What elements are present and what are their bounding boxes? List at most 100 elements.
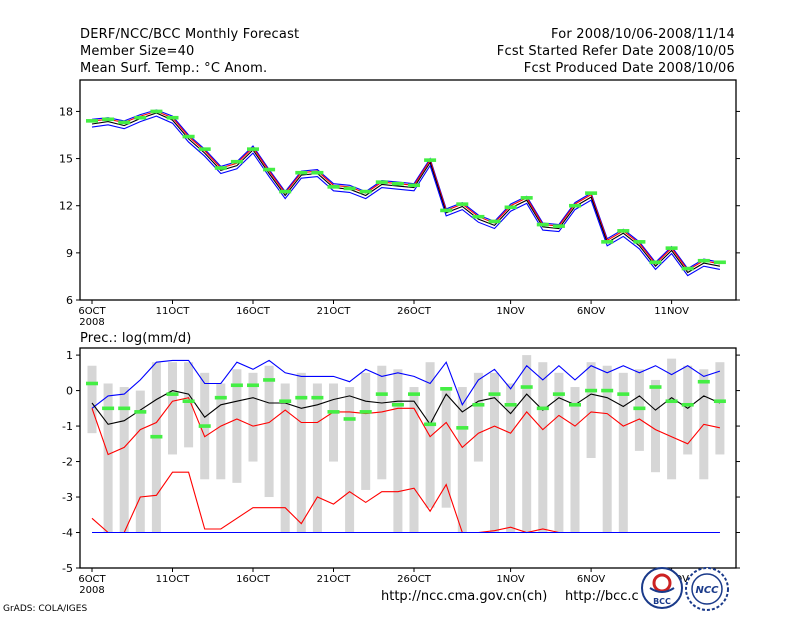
spread-bar	[715, 362, 725, 455]
y-tick-label: -2	[62, 456, 73, 469]
bcc-logo-icon: BCC	[641, 567, 683, 609]
spread-bar	[119, 387, 129, 533]
observed-marker	[456, 426, 469, 430]
x-tick-label: 6OCT	[78, 306, 106, 317]
spread-bar	[87, 365, 97, 434]
x-tick-label: 26OCT	[397, 306, 432, 317]
spread-bar	[151, 362, 161, 533]
observed-marker	[279, 399, 292, 404]
spread-bar	[425, 362, 435, 508]
y-tick-label: 9	[66, 247, 73, 260]
x-tick-label: 11OCT	[156, 306, 191, 317]
observed-marker	[520, 196, 533, 200]
observed-marker	[230, 159, 243, 164]
series-line-upper	[91, 110, 721, 271]
observed-marker	[536, 222, 549, 227]
observed-marker	[247, 383, 259, 388]
x-tick-label: 6NOV	[577, 574, 606, 585]
observed-marker	[440, 387, 453, 391]
series-line-lower	[91, 115, 721, 277]
observed-marker	[166, 115, 179, 120]
observed-marker	[118, 120, 131, 125]
spread-bar	[103, 383, 113, 533]
observed-marker	[488, 392, 501, 396]
observed-marker	[408, 392, 420, 396]
spread-bar	[168, 362, 177, 455]
observed-marker	[295, 395, 308, 400]
observed-marker	[166, 392, 179, 396]
ncc-logo-icon: NCC	[685, 567, 729, 611]
member-size-label: Member Size=40	[80, 44, 195, 59]
observed-marker	[665, 399, 678, 404]
x-tick-label: 21OCT	[317, 306, 352, 317]
observed-marker	[343, 186, 356, 191]
observed-marker	[150, 434, 163, 439]
observed-marker	[327, 410, 340, 414]
observed-marker	[182, 399, 195, 404]
observed-marker	[408, 183, 420, 188]
y-tick-label: -4	[62, 527, 73, 540]
observed-marker	[134, 115, 147, 120]
observed-marker	[391, 402, 404, 407]
spread-bar	[618, 372, 628, 533]
observed-marker	[375, 180, 388, 184]
observed-marker	[472, 402, 485, 407]
observed-marker	[182, 134, 195, 139]
x-tick-label: 1NOV	[496, 574, 525, 585]
observed-marker	[424, 422, 437, 427]
spread-bar	[232, 369, 242, 483]
spread-bar	[361, 372, 371, 490]
spread-bar	[683, 365, 693, 455]
observed-marker	[102, 406, 115, 411]
observed-marker	[263, 378, 276, 382]
observed-marker	[359, 410, 372, 414]
plot-frame	[79, 79, 737, 301]
observed-marker	[198, 147, 211, 151]
x-tick-label: 16OCT	[236, 574, 271, 585]
forecast-period-label: For 2008/10/06-2008/11/14	[551, 27, 735, 42]
observed-marker	[488, 219, 501, 224]
spread-bar	[586, 362, 596, 458]
observed-marker	[713, 399, 726, 404]
bcc-url-link[interactable]: http://bcc.c	[565, 589, 639, 604]
series-line-mean	[91, 112, 721, 274]
x-tick-label: 26OCT	[397, 574, 432, 585]
x-tick-label: 1NOV	[496, 306, 525, 317]
series-line-mean	[91, 390, 721, 426]
observed-marker	[601, 240, 614, 244]
observed-marker	[263, 167, 276, 172]
spread-bar	[280, 383, 290, 533]
observed-marker	[343, 417, 356, 421]
observed-marker	[585, 388, 598, 393]
x-year-label: 2008	[79, 317, 104, 328]
observed-marker	[697, 379, 710, 384]
observed-marker	[601, 388, 614, 393]
y-tick-label: 18	[59, 105, 73, 118]
observed-marker	[456, 202, 469, 206]
spread-bar	[538, 362, 548, 533]
series-line-max	[91, 359, 721, 409]
observed-marker	[569, 402, 581, 407]
y-tick-label: 15	[59, 153, 73, 166]
y-tick-label: -3	[62, 491, 73, 504]
observed-marker	[311, 170, 324, 175]
observed-marker	[681, 266, 694, 271]
y-tick-label: -1	[62, 420, 73, 433]
spread-bar	[312, 383, 322, 533]
observed-marker	[713, 260, 726, 265]
observed-marker	[198, 424, 211, 428]
observed-marker	[118, 406, 131, 411]
spread-bar	[393, 369, 403, 533]
x-tick-label: 11OCT	[156, 574, 191, 585]
spread-bar	[441, 387, 451, 508]
spread-bar	[296, 372, 306, 533]
observed-marker	[86, 381, 98, 386]
spread-bar	[457, 387, 467, 533]
y-tick-label: -5	[62, 562, 73, 575]
ncc-url-link[interactable]: http://ncc.cma.gov.cn(ch)	[381, 589, 548, 604]
observed-marker	[536, 406, 549, 411]
observed-marker	[295, 170, 308, 175]
observed-marker	[585, 191, 598, 195]
observed-marker	[391, 181, 404, 186]
